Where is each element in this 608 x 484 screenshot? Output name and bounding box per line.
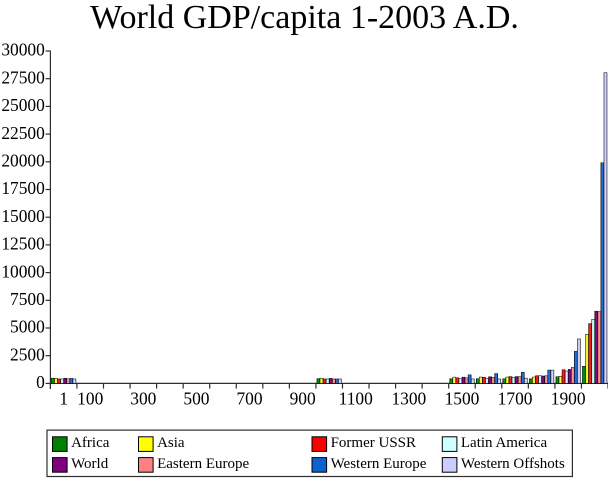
svg-text:7500: 7500	[10, 289, 45, 309]
svg-text:Western Offshots: Western Offshots	[461, 456, 565, 472]
svg-text:Asia: Asia	[157, 435, 185, 451]
svg-text:700: 700	[236, 388, 262, 408]
svg-text:1300: 1300	[391, 388, 426, 408]
svg-text:15000: 15000	[1, 206, 45, 226]
svg-text:1900: 1900	[551, 388, 586, 408]
svg-text:Latin America: Latin America	[461, 435, 548, 451]
svg-text:10000: 10000	[1, 261, 45, 281]
svg-text:Eastern Europe: Eastern Europe	[157, 456, 249, 472]
svg-text:100: 100	[77, 388, 103, 408]
svg-text:Western Europe: Western Europe	[331, 456, 427, 472]
svg-text:25000: 25000	[1, 95, 45, 115]
svg-text:Former USSR: Former USSR	[331, 435, 416, 451]
svg-text:30000: 30000	[1, 40, 45, 60]
svg-text:1100: 1100	[339, 388, 373, 408]
svg-text:900: 900	[290, 388, 316, 408]
svg-text:1: 1	[59, 388, 68, 408]
svg-text:5000: 5000	[10, 317, 45, 337]
svg-text:2500: 2500	[10, 344, 45, 364]
svg-text:20000: 20000	[1, 151, 45, 171]
svg-text:22500: 22500	[1, 123, 45, 143]
svg-text:12500: 12500	[1, 234, 45, 254]
svg-text:300: 300	[130, 388, 156, 408]
svg-text:500: 500	[183, 388, 209, 408]
svg-text:27500: 27500	[1, 67, 45, 87]
svg-text:World: World	[71, 456, 109, 472]
svg-text:1500: 1500	[445, 388, 480, 408]
svg-text:17500: 17500	[1, 178, 45, 198]
svg-text:0: 0	[36, 372, 45, 392]
svg-text:1700: 1700	[498, 388, 533, 408]
svg-text:Africa: Africa	[71, 435, 110, 451]
svg-text:World GDP/capita 1-2003 A.D.: World GDP/capita 1-2003 A.D.	[90, 0, 519, 36]
